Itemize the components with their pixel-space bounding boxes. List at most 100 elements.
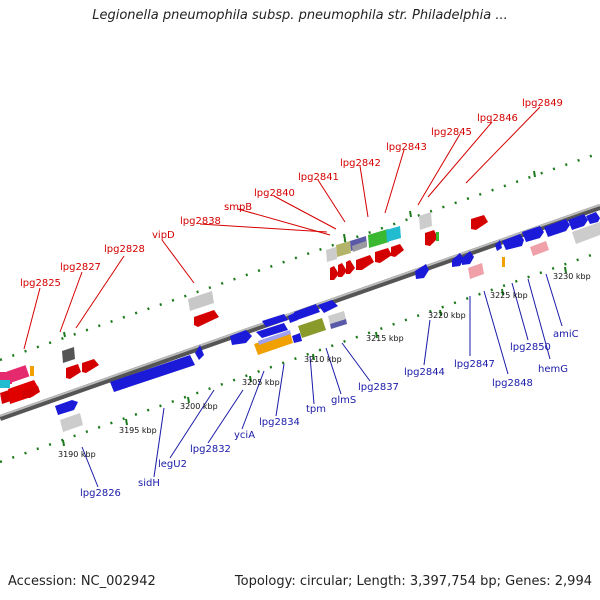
tick-label: 3225 kbp <box>490 291 528 300</box>
gene-block <box>0 380 10 388</box>
gene-block <box>530 241 549 256</box>
gene-label-lpg2838: lpg2838 <box>180 216 221 227</box>
bottom-labels: lpg2826 sidH legU2 lpg2832 yciA lpg2834 … <box>80 329 579 499</box>
gene-label-lpg2850: lpg2850 <box>510 342 551 353</box>
gene-block <box>188 291 214 311</box>
gene-label-smpB: smpB <box>224 202 252 213</box>
gene-label-sidH: sidH <box>138 478 160 489</box>
gene-label-legU2: legU2 <box>158 459 187 470</box>
coordinate-ticks: 3190 kbp 3195 kbp 3200 kbp 3205 kbp 3210… <box>58 272 591 459</box>
gene-block <box>62 347 75 363</box>
gene-block <box>66 364 81 379</box>
gene-block <box>328 311 346 324</box>
forward-genes <box>0 212 488 404</box>
gene-block <box>195 345 204 360</box>
gene-block <box>6 365 30 383</box>
gene-label-lpg2832: lpg2832 <box>190 444 231 455</box>
gene-block <box>330 319 347 329</box>
gene-block <box>298 318 326 338</box>
gene-block <box>425 230 438 246</box>
top-labels: lpg2825 lpg2827 lpg2828 vipD lpg2838 smp… <box>20 98 563 289</box>
gene-block <box>336 241 351 257</box>
gene-label-lpg2826: lpg2826 <box>80 488 121 499</box>
gene-block <box>318 300 338 313</box>
gene-block <box>468 263 484 279</box>
top-leader-lines <box>23 106 541 350</box>
gene-label-amiC: amiC <box>553 329 579 340</box>
gene-label-glmS: glmS <box>331 395 356 406</box>
gene-block <box>462 251 474 265</box>
tick-label: 3230 kbp <box>553 272 591 281</box>
gene-label-lpg2844: lpg2844 <box>404 367 445 378</box>
bottom-leader-lines <box>81 273 563 488</box>
gene-label-lpg2843: lpg2843 <box>386 142 427 153</box>
gene-block <box>254 332 293 355</box>
gene-block <box>502 257 505 267</box>
gene-block <box>338 263 347 277</box>
gene-block <box>110 355 195 392</box>
gene-block <box>419 212 432 230</box>
tick-label: 3190 kbp <box>58 450 96 459</box>
gene-label-tpm: tpm <box>306 404 326 415</box>
gene-label-lpg2825: lpg2825 <box>20 278 61 289</box>
tick-label: 3200 kbp <box>180 402 218 411</box>
gene-label-lpg2840: lpg2840 <box>254 188 295 199</box>
gene-label-lpg2849: lpg2849 <box>522 98 563 109</box>
gene-block <box>436 232 439 241</box>
gene-block <box>544 219 570 237</box>
gene-block <box>375 248 392 263</box>
gene-block <box>502 234 524 250</box>
gene-block <box>586 212 600 224</box>
gene-block <box>356 255 374 270</box>
gene-block <box>60 413 83 432</box>
gene-label-lpg2847: lpg2847 <box>454 359 495 370</box>
gene-block <box>568 214 588 230</box>
tick-label: 3210 kbp <box>304 355 342 364</box>
gene-label-lpg2834: lpg2834 <box>259 417 300 428</box>
genome-summary-text: Topology: circular; Length: 3,397,754 bp… <box>234 574 592 589</box>
gene-block <box>352 241 367 252</box>
gene-block <box>22 386 40 398</box>
gene-label-lpg2842: lpg2842 <box>340 158 381 169</box>
gene-block <box>258 330 291 345</box>
gene-block <box>30 366 34 376</box>
gene-block <box>471 215 488 230</box>
gene-block <box>262 314 288 327</box>
tick-label: 3205 kbp <box>242 378 280 387</box>
tick-label: 3195 kbp <box>119 426 157 435</box>
gene-block <box>55 400 78 415</box>
gene-label-lpg2845: lpg2845 <box>431 127 472 138</box>
gene-label-vipD: vipD <box>152 230 175 241</box>
gene-block <box>386 226 401 242</box>
gene-block <box>572 222 600 244</box>
gene-label-lpg2828: lpg2828 <box>104 244 145 255</box>
gene-block <box>292 333 302 343</box>
gene-block <box>391 244 404 257</box>
gene-block <box>294 304 320 320</box>
gene-label-yciA: yciA <box>234 430 255 441</box>
gene-block <box>452 253 464 267</box>
gene-label-lpg2848: lpg2848 <box>492 378 533 389</box>
tick-label: 3215 kbp <box>366 334 404 343</box>
reverse-genes <box>55 212 600 432</box>
gene-block <box>326 247 337 262</box>
gene-label-lpg2827: lpg2827 <box>60 262 101 273</box>
gene-block <box>194 310 219 327</box>
gene-label-lpg2846: lpg2846 <box>477 113 518 124</box>
gene-block <box>230 330 252 345</box>
gene-label-lpg2837: lpg2837 <box>358 382 399 393</box>
gene-block <box>368 229 389 248</box>
tick-label: 3220 kbp <box>428 311 466 320</box>
gene-block <box>330 266 339 280</box>
gene-block <box>522 226 544 242</box>
genome-title: Legionella pneumophila subsp. pneumophil… <box>92 8 508 23</box>
gene-block <box>82 359 99 373</box>
accession-text: Accession: NC_002942 <box>8 574 156 589</box>
gene-block <box>256 323 288 338</box>
gene-label-lpg2841: lpg2841 <box>298 172 339 183</box>
gene-label-hemG: hemG <box>538 364 568 375</box>
gene-block <box>415 264 429 279</box>
dotted-guides <box>0 151 600 464</box>
gene-block <box>346 260 355 274</box>
